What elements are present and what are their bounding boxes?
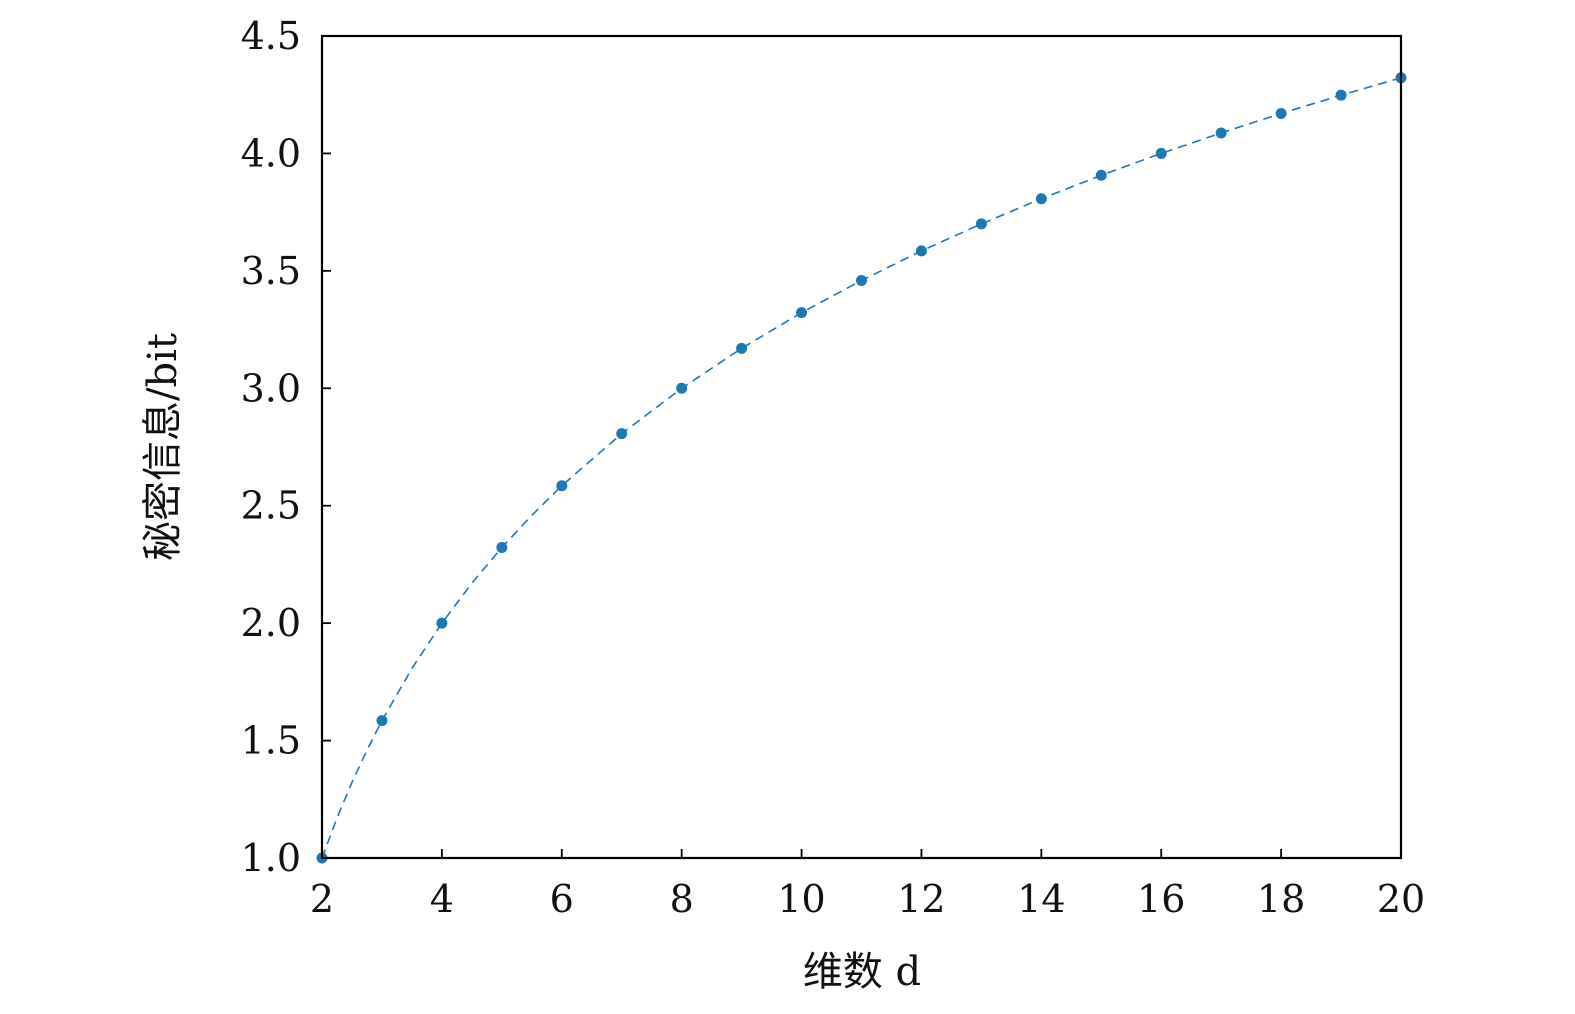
data-point — [856, 274, 867, 286]
data-point — [736, 342, 748, 354]
x-tick-label: 18 — [1257, 877, 1305, 921]
dashed-fit-curve — [321, 77, 1402, 859]
data-point — [496, 542, 508, 554]
x-tick-label: 16 — [1137, 877, 1185, 921]
x-tick-label: 2 — [310, 877, 334, 921]
x-axis-label: 维数 d — [803, 949, 921, 995]
x-tick-label: 12 — [897, 877, 945, 921]
x-tick-label: 8 — [670, 877, 694, 921]
y-tick-label: 2.5 — [241, 484, 301, 528]
data-point — [1095, 169, 1107, 181]
data-points — [316, 72, 1407, 864]
data-point — [616, 428, 628, 440]
x-tick-label: 20 — [1377, 877, 1425, 921]
y-tick-label: 1.5 — [241, 719, 301, 763]
data-point — [1275, 108, 1287, 120]
data-point — [1035, 193, 1047, 205]
y-axis-label: 秘密信息/bit — [140, 333, 186, 561]
x-tick-label: 6 — [550, 877, 574, 921]
x-tick-label: 10 — [777, 877, 825, 921]
data-point — [376, 715, 388, 727]
y-axis-ticks: 1.0 1.5 2.0 2.5 3.0 3.5 4.0 4.5 — [241, 14, 331, 880]
data-point — [436, 617, 448, 629]
data-point — [975, 218, 987, 230]
y-tick-label: 3.0 — [241, 366, 301, 410]
x-tick-label: 14 — [1017, 877, 1065, 921]
y-tick-label: 1.0 — [241, 836, 301, 880]
y-tick-label: 4.5 — [241, 14, 301, 58]
data-point — [1155, 147, 1167, 159]
data-point — [796, 307, 808, 319]
y-tick-label: 4.0 — [241, 131, 301, 175]
y-tick-label: 2.0 — [241, 601, 301, 645]
data-point — [915, 245, 927, 257]
x-axis-ticks: 2 4 6 8 10 12 14 16 18 20 — [310, 849, 1425, 921]
data-point — [1215, 127, 1227, 139]
plot-frame — [320, 34, 1403, 860]
data-point — [556, 480, 568, 492]
data-point — [676, 382, 688, 394]
y-tick-label: 3.5 — [241, 249, 301, 293]
x-tick-label: 4 — [430, 877, 454, 921]
data-point — [1335, 89, 1347, 101]
